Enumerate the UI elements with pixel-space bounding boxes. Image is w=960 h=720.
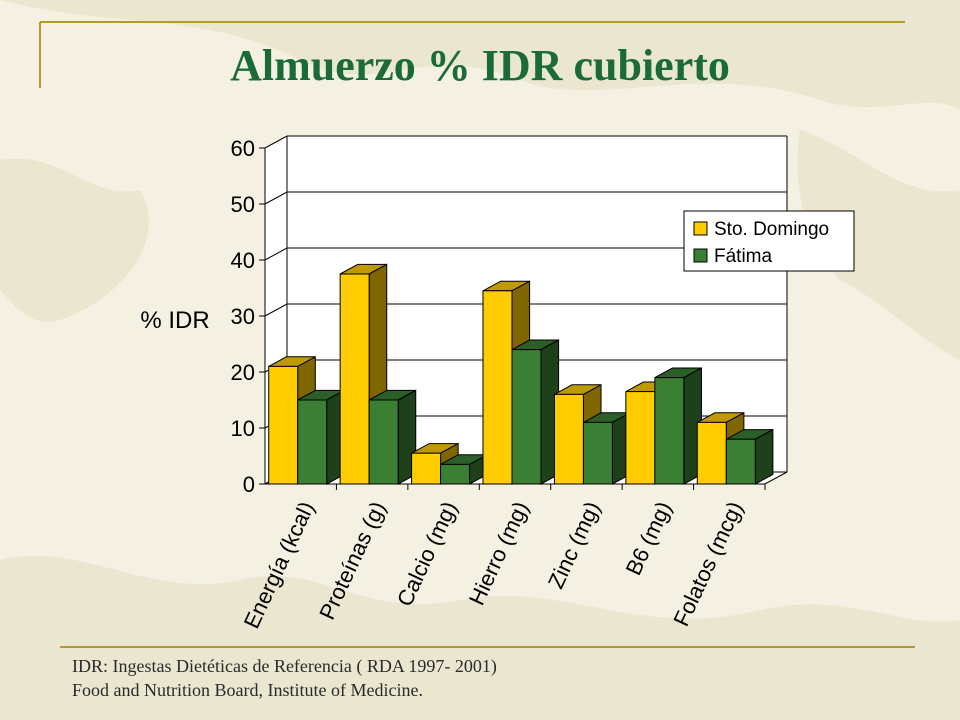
legend-label: Fátima bbox=[714, 246, 773, 267]
legend-swatch bbox=[693, 248, 708, 263]
bar-sto-domingo-3 bbox=[482, 290, 513, 485]
bar-f-tima-5 bbox=[654, 377, 685, 485]
y-tick-label: 50 bbox=[231, 192, 255, 217]
footer-line-1: IDR: Ingestas Dietéticas de Referencia (… bbox=[72, 656, 497, 676]
y-tick-label: 40 bbox=[231, 248, 255, 273]
bar-sto-domingo-4 bbox=[553, 393, 584, 485]
x-tick-label: Proteínas (g) bbox=[314, 498, 390, 624]
footer-note: IDR: Ingestas Dietéticas de Referencia (… bbox=[72, 654, 497, 702]
x-tick-label: Calcio (mg) bbox=[392, 498, 462, 610]
bar-side bbox=[754, 428, 774, 485]
legend-label: Sto. Domingo bbox=[714, 219, 829, 240]
legend-swatch bbox=[693, 221, 708, 236]
bar-f-tima-4 bbox=[582, 421, 613, 485]
bar-sto-domingo-6 bbox=[696, 421, 727, 485]
bar-chart: 0 10 20 30 40 50 60 % IDR Energía (kcal)Proteína… bbox=[140, 135, 855, 633]
bar-sto-domingo-0 bbox=[268, 365, 299, 485]
bar-sto-domingo-5 bbox=[625, 391, 656, 485]
bar-f-tima-1 bbox=[368, 399, 399, 485]
x-tick-label: Energía (kcal) bbox=[239, 498, 320, 633]
bar-f-tima-3 bbox=[511, 349, 542, 485]
y-tick-label: 0 bbox=[243, 472, 255, 497]
y-tick-label: 60 bbox=[231, 136, 255, 161]
bar-f-tima-0 bbox=[297, 399, 328, 485]
legend-box bbox=[683, 210, 855, 272]
y-tick-label: 20 bbox=[231, 360, 255, 385]
y-axis-label: % IDR bbox=[140, 307, 209, 334]
y-tick-label: 10 bbox=[231, 416, 255, 441]
slide-title: Almuerzo % IDR cubierto bbox=[230, 41, 730, 90]
x-tick-label: Folatos (mcg) bbox=[668, 498, 747, 630]
bar-sto-domingo-2 bbox=[411, 452, 442, 485]
x-tick-label: Hierro (mg) bbox=[464, 498, 534, 609]
bar-f-tima-6 bbox=[725, 438, 756, 485]
x-tick-label: B6 (mg) bbox=[621, 498, 677, 579]
bar-f-tima-2 bbox=[440, 463, 471, 485]
y-tick-label: 30 bbox=[231, 304, 255, 329]
footer-line-2: Food and Nutrition Board, Institute of M… bbox=[72, 680, 423, 700]
x-tick-label: Zinc (mg) bbox=[543, 498, 605, 593]
bar-sto-domingo-1 bbox=[339, 273, 370, 485]
